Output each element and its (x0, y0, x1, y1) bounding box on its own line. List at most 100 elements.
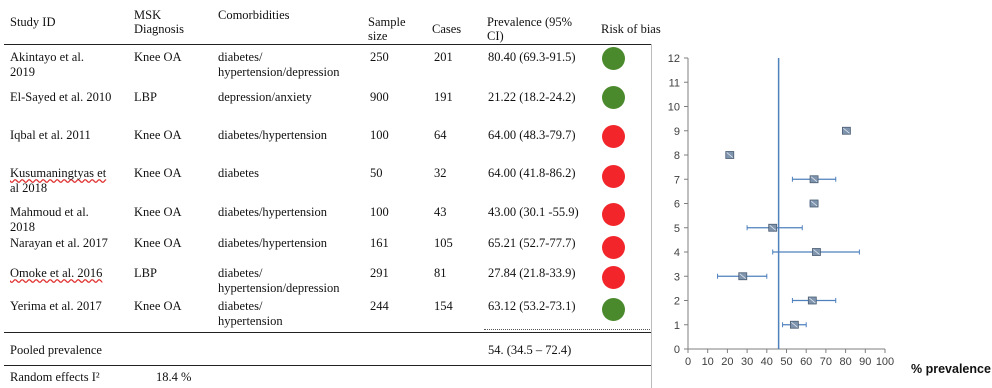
bias-indicator (602, 236, 625, 259)
x-axis-label: % prevalence (911, 362, 991, 376)
cases: 201 (434, 50, 453, 64)
prevalence: 63.12 (53.2-73.1) (488, 299, 576, 313)
header-sample-1: Sample (368, 15, 406, 29)
y-tick-label: 5 (674, 223, 680, 235)
x-tick-label: 70 (820, 356, 832, 368)
sample-size: 291 (370, 266, 389, 280)
study-id: Akintayo et al. (10, 50, 84, 64)
header-sample-2: size (368, 29, 388, 43)
point-estimate-hatch (739, 273, 747, 280)
msk-diagnosis: Knee OA (134, 205, 182, 219)
y-tick-label: 9 (674, 126, 680, 138)
prevalence: 65.21 (52.7-77.7) (488, 236, 576, 250)
y-tick-label: 3 (674, 271, 680, 283)
cases: 32 (434, 166, 447, 180)
cases: 81 (434, 266, 447, 280)
comorbidities-2: hypertension/depression (218, 281, 340, 295)
msk-diagnosis: LBP (134, 266, 157, 280)
comorbidities: diabetes/ (218, 266, 263, 280)
cases: 43 (434, 205, 447, 219)
header-risk-of-bias: Risk of bias (601, 22, 661, 36)
x-tick-label: 80 (839, 356, 851, 368)
sample-size: 50 (370, 166, 383, 180)
sample-size: 161 (370, 236, 389, 250)
study-id: Iqbal et al. 2011 (10, 128, 91, 142)
point-estimate-hatch (810, 200, 818, 207)
y-tick-label: 0 (674, 344, 680, 356)
y-tick-label: 7 (674, 174, 680, 186)
bias-indicator (602, 203, 625, 226)
study-id: Narayan et al. 2017 (10, 236, 108, 250)
point-estimate-hatch (726, 152, 734, 158)
msk-diagnosis: Knee OA (134, 128, 182, 142)
y-tick-label: 12 (668, 53, 680, 65)
random-effects-label: Random effects I² (10, 370, 100, 384)
study-year: 2019 (10, 65, 35, 79)
sample-size: 100 (370, 128, 389, 142)
comorbidities-2: hypertension (218, 314, 283, 328)
study-id: Yerima et al. 2017 (10, 299, 102, 313)
x-tick-label: 90 (859, 356, 871, 368)
study-id: El-Sayed et al. 2010 (10, 90, 112, 104)
prevalence: 64.00 (41.8-86.2) (488, 166, 576, 180)
prevalence: 21.22 (18.2-24.2) (488, 90, 576, 104)
header-comorbidities: Comorbidities (218, 8, 290, 22)
forest-plot: 0 1 2 3 4 5 6 7 8 9 10 11 12 0 10 20 30 40 50 60 70 80 90 100 %… (652, 45, 992, 388)
y-tick-label: 2 (674, 296, 680, 308)
comorbidities: depression/anxiety (218, 90, 312, 104)
x-tick-label: 20 (721, 356, 733, 368)
msk-diagnosis: Knee OA (134, 166, 182, 180)
study-id: Kusumaningtyas et (10, 166, 107, 180)
y-tick-label: 10 (668, 102, 680, 114)
comorbidities: diabetes/ (218, 299, 263, 313)
x-tick-label: 30 (741, 356, 753, 368)
point-estimate-hatch (810, 176, 818, 183)
cases: 105 (434, 236, 453, 250)
comorbidities: diabetes/hypertension (218, 236, 327, 250)
prevalence: 27.84 (21.8-33.9) (488, 266, 576, 280)
header-msk-1: MSK (134, 8, 162, 22)
x-tick-label: 40 (761, 356, 773, 368)
msk-diagnosis: Knee OA (134, 236, 182, 250)
bias-indicator (602, 47, 625, 70)
bias-indicator (602, 298, 625, 321)
header-cases: Cases (432, 22, 462, 36)
study-id: Omoke et al. 2016 (10, 266, 103, 280)
point-estimate-hatch (769, 224, 776, 231)
study-id: Mahmoud et al. (10, 205, 89, 219)
x-tick-label: 50 (780, 356, 792, 368)
cases: 191 (434, 90, 453, 104)
bias-indicator (602, 266, 625, 289)
y-tick-label: 8 (674, 150, 680, 162)
sample-size: 900 (370, 90, 389, 104)
header-msk-2: Diagnosis (134, 22, 184, 36)
msk-diagnosis: Knee OA (134, 299, 182, 313)
header-prevalence-1: Prevalence (95% (487, 15, 573, 29)
random-effects-value: 18.4 % (156, 370, 192, 384)
study-year: 2018 (10, 220, 35, 234)
cases: 64 (434, 128, 447, 142)
prevalence: 43.00 (30.1 -55.9) (488, 205, 579, 219)
y-tick-label: 6 (674, 199, 680, 211)
comorbidities: diabetes/hypertension (218, 205, 327, 219)
sample-size: 100 (370, 205, 389, 219)
x-tick-label: 60 (800, 356, 812, 368)
bias-indicator (602, 165, 625, 188)
pooled-bottom-rule (4, 365, 652, 366)
x-tick-label: 0 (685, 356, 691, 368)
comorbidities: diabetes/ (218, 50, 263, 64)
comorbidities: diabetes (218, 166, 259, 180)
point-estimate-hatch (843, 127, 850, 134)
pooled-rule-dotted (484, 329, 652, 330)
bias-indicator (602, 86, 625, 109)
x-tick-label: 100 (876, 356, 894, 368)
comorbidities-2: hypertension/depression (218, 65, 340, 79)
header-prevalence-2: CI) (487, 29, 504, 43)
pooled-rule (4, 332, 652, 333)
sample-size: 244 (370, 299, 389, 313)
header-study: Study ID (10, 15, 56, 29)
bias-indicator (602, 125, 625, 148)
y-tick-label: 4 (674, 247, 680, 259)
point-estimate-hatch (791, 321, 798, 328)
